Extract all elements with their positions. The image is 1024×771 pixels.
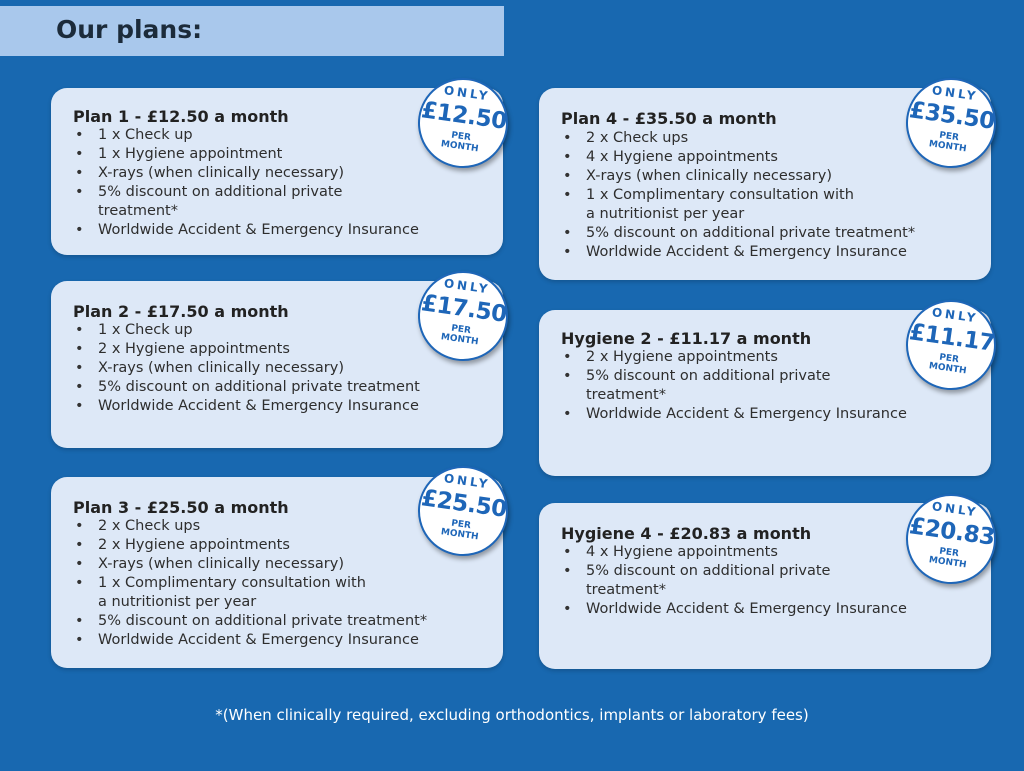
- feature-item: 1 x Complimentary consultation with: [73, 574, 427, 593]
- feature-item: 1 x Check up: [73, 126, 419, 145]
- feature-item: 2 x Hygiene appointments: [73, 340, 420, 359]
- feature-item: 2 x Check ups: [73, 517, 427, 536]
- plan-features: 1 x Check up 1 x Hygiene appointment X-r…: [73, 126, 419, 240]
- feature-item: 5% discount on additional private: [73, 183, 419, 202]
- feature-item: 5% discount on additional private treatm…: [561, 224, 915, 243]
- feature-item: X-rays (when clinically necessary): [73, 164, 419, 183]
- feature-item: X-rays (when clinically necessary): [73, 555, 427, 574]
- plan-title: Plan 1 - £12.50 a month: [73, 107, 289, 126]
- feature-item: 5% discount on additional private: [561, 562, 907, 581]
- feature-item: 1 x Complimentary consultation with: [561, 186, 915, 205]
- plan-features: 2 x Hygiene appointments 5% discount on …: [561, 348, 907, 424]
- feature-item: X-rays (when clinically necessary): [73, 359, 420, 378]
- footnote: *(When clinically required, excluding or…: [215, 706, 809, 724]
- feature-item: 5% discount on additional private treatm…: [73, 378, 420, 397]
- plan-features: 1 x Check up 2 x Hygiene appointments X-…: [73, 321, 420, 416]
- feature-item: X-rays (when clinically necessary): [561, 167, 915, 186]
- plan-title: Plan 3 - £25.50 a month: [73, 498, 289, 517]
- feature-item: 2 x Hygiene appointments: [73, 536, 427, 555]
- feature-item: 4 x Hygiene appointments: [561, 543, 907, 562]
- feature-item-continued: treatment*: [586, 582, 666, 598]
- plan-features: 2 x Check ups 4 x Hygiene appointments X…: [561, 129, 915, 262]
- feature-item: Worldwide Accident & Emergency Insurance: [73, 221, 419, 240]
- feature-item: 5% discount on additional private treatm…: [73, 612, 427, 631]
- feature-item: 5% discount on additional private: [561, 367, 907, 386]
- feature-item: Worldwide Accident & Emergency Insurance: [73, 397, 420, 416]
- plan-card-2: Plan 2 - £17.50 a month 1 x Check up 2 x…: [51, 281, 503, 448]
- feature-item-continued: treatment*: [98, 203, 178, 219]
- feature-item: 2 x Check ups: [561, 129, 915, 148]
- header-band: Our plans:: [0, 6, 504, 56]
- feature-item: Worldwide Accident & Emergency Insurance: [561, 243, 915, 262]
- plan-title: Hygiene 2 - £11.17 a month: [561, 329, 812, 348]
- feature-item: 1 x Hygiene appointment: [73, 145, 419, 164]
- feature-item-continued: a nutritionist per year: [98, 594, 257, 610]
- plan-features: 2 x Check ups 2 x Hygiene appointments X…: [73, 517, 427, 650]
- feature-item: 1 x Check up: [73, 321, 420, 340]
- feature-item-continued: treatment*: [586, 387, 666, 403]
- feature-item-continued: a nutritionist per year: [586, 206, 745, 222]
- feature-item: Worldwide Accident & Emergency Insurance: [561, 600, 907, 619]
- feature-item: Worldwide Accident & Emergency Insurance: [561, 405, 907, 424]
- plan-title: Hygiene 4 - £20.83 a month: [561, 524, 812, 543]
- plan-features: 4 x Hygiene appointments 5% discount on …: [561, 543, 907, 619]
- page-title: Our plans:: [56, 15, 203, 44]
- plan-title: Plan 2 - £17.50 a month: [73, 302, 289, 321]
- plan-title: Plan 4 - £35.50 a month: [561, 109, 777, 128]
- feature-item: 2 x Hygiene appointments: [561, 348, 907, 367]
- feature-item: 4 x Hygiene appointments: [561, 148, 915, 167]
- feature-item: Worldwide Accident & Emergency Insurance: [73, 631, 427, 650]
